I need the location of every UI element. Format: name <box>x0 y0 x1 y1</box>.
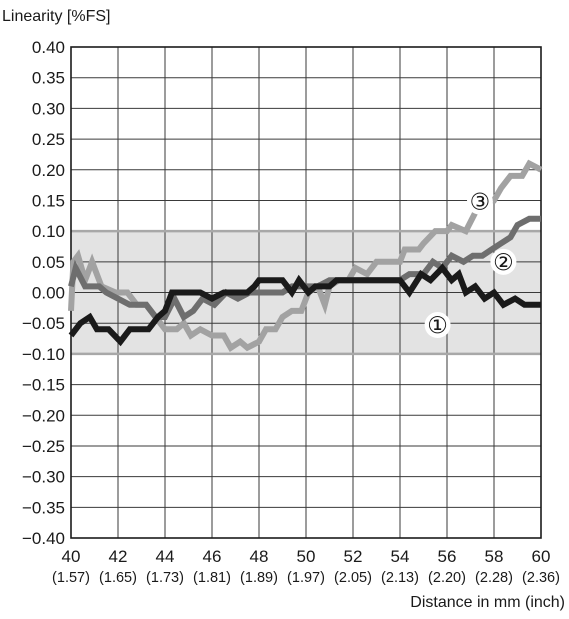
series-line <box>68 263 541 347</box>
y-tick-label: −0.20 <box>22 406 65 425</box>
x-tick-label: 50 <box>297 547 316 566</box>
x-tick-sublabel: (1.81) <box>193 570 231 586</box>
series-marker-halo <box>466 188 493 215</box>
x-tick-sublabel: (2.05) <box>334 570 372 586</box>
y-tick-label: 0.10 <box>32 222 65 241</box>
x-axis-label: Distance in mm (inch) <box>410 594 565 611</box>
x-tick-sublabel: (2.20) <box>428 570 466 586</box>
y-tick-label: −0.05 <box>22 314 65 333</box>
x-tick-label: 58 <box>485 547 504 566</box>
y-tick-label: 0.30 <box>32 99 65 118</box>
x-tick-label: 44 <box>156 547 175 566</box>
x-tick-sublabel: (1.57) <box>52 570 90 586</box>
series-layer <box>68 159 543 352</box>
series-marker-halo <box>424 312 451 339</box>
y-tick-label: 0.15 <box>32 191 65 210</box>
series-marker-label: ② <box>493 250 514 276</box>
y-tick-label: 0.05 <box>32 253 65 272</box>
y-tick-label: −0.35 <box>22 498 65 517</box>
series-marker-label: ③ <box>470 190 491 216</box>
x-tick-label: 56 <box>438 547 457 566</box>
y-axis-label: Linearity [%FS] <box>2 8 110 25</box>
y-tick-label: −0.25 <box>22 437 65 456</box>
x-tick-label: 46 <box>203 547 222 566</box>
x-tick-sublabel: (1.97) <box>287 570 325 586</box>
x-tick-sublabel: (1.65) <box>99 570 137 586</box>
y-tick-label: −0.30 <box>22 468 65 487</box>
x-tick-sublabel: (1.73) <box>146 570 184 586</box>
y-tick-label: 0.40 <box>32 38 65 57</box>
x-tick-label: 52 <box>344 547 363 566</box>
series-marker-label: ① <box>427 313 448 339</box>
x-tick-label: 40 <box>62 547 81 566</box>
x-tick-sublabel: (2.13) <box>381 570 419 586</box>
y-tick-label: 0.35 <box>32 69 65 88</box>
x-tick-label: 60 <box>532 547 551 566</box>
y-tick-label: 0.00 <box>32 284 65 303</box>
y-tick-label: −0.40 <box>22 529 65 548</box>
y-tick-label: −0.10 <box>22 345 65 364</box>
y-tick-labels: 0.40 0.35 0.30 0.25 0.20 0.15 0.10 0.05 0.00 −0.0… <box>22 38 65 548</box>
x-tick-labels: 40 (1.57) 42 (1.65) 44 (1.73) 46 (1.81) 48 (1.89)… <box>52 547 560 586</box>
x-tick-label: 42 <box>109 547 128 566</box>
x-tick-sublabel: (1.89) <box>240 570 278 586</box>
y-tick-label: 0.20 <box>32 161 65 180</box>
series-markers: ① ② ③ <box>424 188 517 339</box>
series-marker-halo <box>490 248 517 275</box>
x-tick-label: 54 <box>391 547 410 566</box>
x-tick-label: 48 <box>250 547 269 566</box>
x-tick-sublabel: (2.36) <box>522 570 560 586</box>
y-tick-label: −0.15 <box>22 376 65 395</box>
x-tick-sublabel: (2.28) <box>475 570 513 586</box>
y-tick-label: 0.25 <box>32 130 65 149</box>
